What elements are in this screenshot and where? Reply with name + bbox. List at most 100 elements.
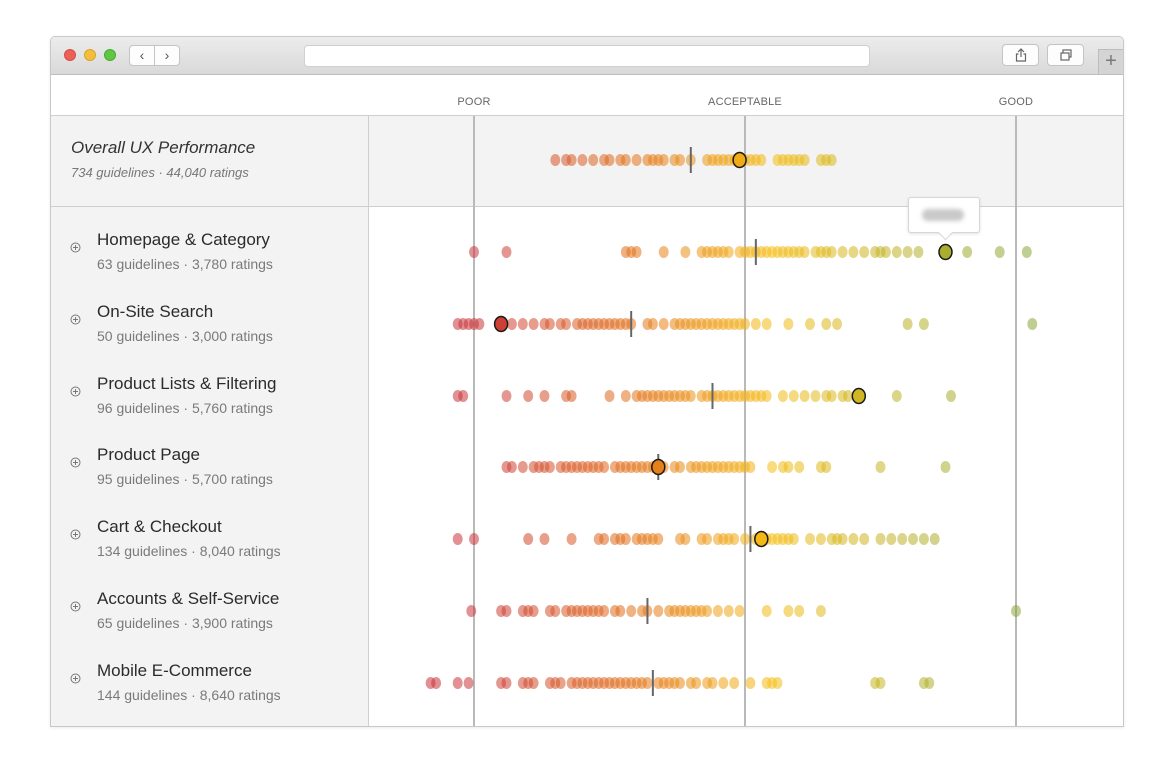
rating-dot[interactable] (837, 533, 848, 545)
rating-dot[interactable] (761, 390, 772, 402)
rating-dot[interactable] (908, 533, 918, 545)
rating-dot[interactable] (891, 246, 902, 258)
rating-dot[interactable] (469, 246, 479, 258)
rating-dot[interactable] (918, 533, 929, 545)
rating-dot[interactable] (745, 461, 756, 473)
rating-dot[interactable] (875, 533, 886, 545)
rating-dot[interactable] (712, 605, 723, 617)
rating-dot[interactable] (761, 605, 772, 617)
rating-dot[interactable] (685, 390, 696, 402)
rating-dot[interactable] (566, 154, 577, 166)
rating-dot[interactable] (599, 461, 610, 473)
rating-dot[interactable] (891, 390, 902, 402)
rating-dot[interactable] (799, 390, 810, 402)
new-tab-button[interactable]: + (1098, 49, 1123, 74)
category-row-mobile[interactable]: Mobile E-Commerce 144 guidelines · 8,640… (51, 661, 368, 726)
minimize-window-button[interactable] (84, 49, 96, 61)
rating-dot[interactable] (875, 677, 886, 689)
rating-dot[interactable] (1011, 605, 1021, 617)
rating-dot[interactable] (631, 246, 642, 258)
rating-dot[interactable] (680, 246, 691, 258)
share-button[interactable] (1002, 44, 1039, 66)
rating-dot[interactable] (658, 246, 669, 258)
rating-dot[interactable] (474, 318, 485, 330)
rating-dot[interactable] (756, 154, 767, 166)
rating-dot[interactable] (848, 533, 859, 545)
rating-dot[interactable] (875, 461, 886, 473)
rating-dot[interactable] (826, 390, 837, 402)
highlighted-site-dot[interactable] (651, 458, 666, 476)
rating-dot[interactable] (501, 390, 512, 402)
rating-dot[interactable] (783, 318, 794, 330)
rating-dot[interactable] (994, 246, 1005, 258)
rating-dot[interactable] (859, 246, 870, 258)
highlighted-site-dot[interactable] (851, 387, 867, 405)
rating-dot[interactable] (902, 318, 913, 330)
rating-dot[interactable] (794, 605, 805, 617)
rating-dot[interactable] (946, 390, 956, 402)
rating-dot[interactable] (528, 318, 539, 330)
rating-dot[interactable] (647, 318, 658, 330)
rating-dot[interactable] (680, 533, 691, 545)
zoom-window-button[interactable] (104, 49, 116, 61)
rating-dot[interactable] (783, 605, 794, 617)
rating-dot[interactable] (707, 677, 718, 689)
rating-dot[interactable] (750, 318, 761, 330)
category-row-search[interactable]: On-Site Search 50 guidelines · 3,000 rat… (51, 302, 368, 372)
rating-dot[interactable] (788, 390, 799, 402)
rating-dot[interactable] (897, 533, 908, 545)
rating-dot[interactable] (745, 677, 756, 689)
rating-dot[interactable] (799, 154, 810, 166)
rating-dot[interactable] (539, 533, 550, 545)
rating-dot[interactable] (675, 461, 685, 473)
rating-dot[interactable] (843, 390, 853, 402)
expand-icon[interactable] (70, 314, 81, 325)
rating-dot[interactable] (550, 154, 561, 166)
rating-dot[interactable] (517, 461, 528, 473)
close-window-button[interactable] (64, 49, 76, 61)
rating-dot[interactable] (566, 533, 577, 545)
back-button[interactable]: ‹ (129, 45, 155, 66)
rating-dot[interactable] (599, 605, 610, 617)
rating-dot[interactable] (555, 677, 566, 689)
rating-dot[interactable] (777, 390, 788, 402)
rating-dot[interactable] (729, 533, 740, 545)
rating-dot[interactable] (658, 318, 669, 330)
rating-dot[interactable] (631, 154, 642, 166)
rating-dot[interactable] (832, 318, 843, 330)
rating-dot[interactable] (821, 318, 832, 330)
rating-dot[interactable] (469, 533, 479, 545)
rating-dot[interactable] (431, 677, 442, 689)
rating-dot[interactable] (523, 390, 534, 402)
rating-dot[interactable] (550, 605, 561, 617)
rating-dot[interactable] (539, 390, 550, 402)
rating-dot[interactable] (466, 605, 477, 617)
rating-dot[interactable] (788, 533, 799, 545)
highlighted-site-dot[interactable] (754, 530, 769, 548)
highlighted-site-dot[interactable] (732, 151, 747, 169)
rating-dot[interactable] (653, 533, 664, 545)
highlighted-site-dot[interactable] (493, 315, 509, 333)
rating-dot[interactable] (902, 246, 913, 258)
rating-dot[interactable] (675, 154, 685, 166)
rating-dot[interactable] (1027, 318, 1038, 330)
rating-dot[interactable] (517, 318, 528, 330)
rating-dot[interactable] (783, 461, 794, 473)
rating-dot[interactable] (604, 390, 615, 402)
rating-dot[interactable] (848, 246, 859, 258)
rating-dot[interactable] (810, 390, 821, 402)
rating-dot[interactable] (501, 605, 512, 617)
rating-dot[interactable] (723, 605, 734, 617)
rating-dot[interactable] (577, 154, 588, 166)
rating-dot[interactable] (458, 390, 469, 402)
rating-dot[interactable] (761, 318, 772, 330)
rating-dot[interactable] (599, 533, 610, 545)
rating-dot[interactable] (723, 246, 734, 258)
category-row-accounts[interactable]: Accounts & Self-Service 65 guidelines · … (51, 589, 368, 659)
expand-icon[interactable] (70, 386, 81, 397)
rating-dot[interactable] (452, 533, 463, 545)
rating-dot[interactable] (815, 605, 826, 617)
rating-dot[interactable] (740, 533, 750, 545)
rating-dot[interactable] (929, 533, 940, 545)
rating-dot[interactable] (805, 533, 815, 545)
